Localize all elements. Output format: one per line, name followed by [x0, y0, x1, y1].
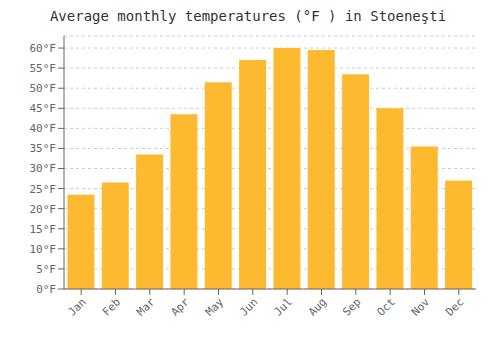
svg-text:Jun: Jun [237, 295, 260, 318]
svg-text:May: May [203, 295, 227, 319]
svg-text:35°F: 35°F [30, 142, 57, 155]
svg-text:Oct: Oct [375, 295, 398, 318]
svg-text:Apr: Apr [169, 295, 193, 319]
svg-text:Sep: Sep [340, 295, 363, 318]
svg-text:55°F: 55°F [30, 62, 57, 75]
svg-text:20°F: 20°F [30, 203, 57, 216]
svg-text:Feb: Feb [100, 295, 123, 318]
svg-text:25°F: 25°F [30, 183, 57, 196]
svg-text:50°F: 50°F [30, 82, 57, 95]
svg-text:Nov: Nov [409, 295, 433, 319]
svg-text:Dec: Dec [443, 295, 466, 318]
svg-text:Mar: Mar [134, 295, 158, 319]
svg-text:10°F: 10°F [30, 243, 57, 256]
svg-text:45°F: 45°F [30, 102, 57, 115]
svg-text:5°F: 5°F [36, 263, 56, 276]
svg-text:60°F: 60°F [30, 42, 57, 55]
svg-text:Jan: Jan [66, 295, 89, 318]
svg-text:Jul: Jul [272, 295, 295, 318]
svg-text:0°F: 0°F [36, 283, 56, 296]
svg-text:40°F: 40°F [30, 122, 57, 135]
svg-text:15°F: 15°F [30, 223, 57, 236]
html-text:Average monthly temperatures (: Average monthly temperatures (°F ) in St… [49, 8, 447, 24]
svg-text:Aug: Aug [306, 295, 329, 318]
svg-text:30°F: 30°F [30, 162, 57, 175]
